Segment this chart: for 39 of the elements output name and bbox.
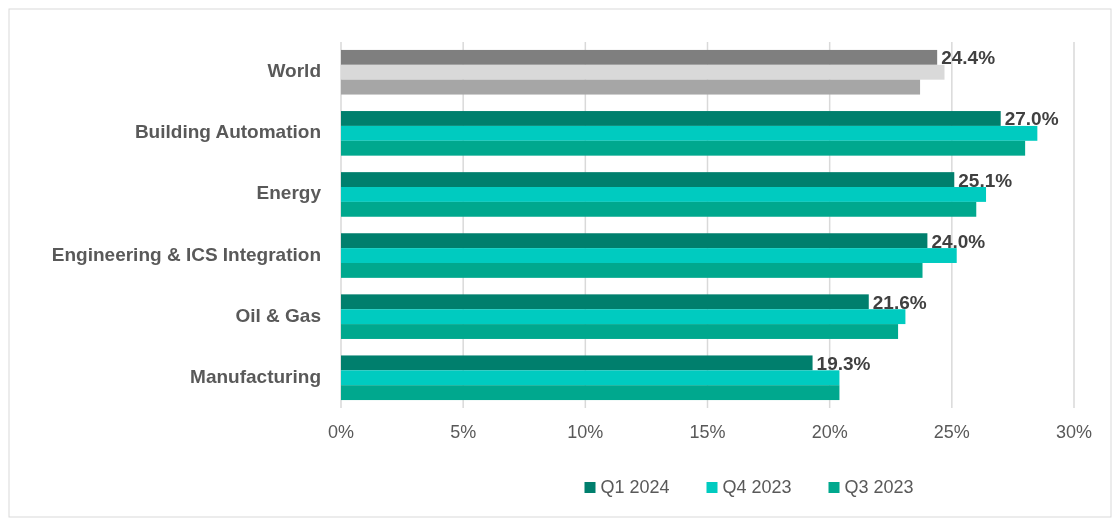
bar xyxy=(341,355,813,371)
data-label: 24.0% xyxy=(931,230,986,252)
legend-label: Q3 2023 xyxy=(844,476,914,497)
data-label: 24.4% xyxy=(941,47,996,69)
x-tick-label: 30% xyxy=(1055,422,1093,442)
x-tick-label: 25% xyxy=(933,422,970,442)
x-tick-label: 20% xyxy=(811,422,848,442)
bar xyxy=(341,201,977,217)
y-tick-label: Manufacturing xyxy=(190,365,321,387)
bar xyxy=(341,248,957,263)
y-tick-label: Engineering & ICS Integration xyxy=(51,243,321,265)
y-tick-label: World xyxy=(267,60,321,82)
data-label: 27.0% xyxy=(1004,108,1059,130)
bar xyxy=(341,262,923,278)
data-label: 19.3% xyxy=(816,352,871,374)
x-tick-label: 15% xyxy=(689,422,726,442)
bar xyxy=(341,294,869,310)
bar xyxy=(341,125,1038,141)
x-tick-label: 0% xyxy=(327,422,355,442)
bar xyxy=(341,49,938,65)
bar xyxy=(341,79,921,95)
y-tick-label: Energy xyxy=(256,182,322,204)
x-tick-label: 10% xyxy=(567,422,604,442)
bar xyxy=(341,140,1026,156)
y-tick-label: Oil & Gas xyxy=(235,304,321,326)
y-tick-label: Building Automation xyxy=(134,121,321,143)
bar xyxy=(341,233,928,249)
legend-label: Q4 2023 xyxy=(722,476,792,497)
bar xyxy=(341,172,955,188)
x-tick-label: 5% xyxy=(450,422,477,442)
legend-label: Q1 2024 xyxy=(600,476,670,497)
data-label: 25.1% xyxy=(958,169,1013,191)
bar xyxy=(341,111,1001,126)
bar xyxy=(341,324,899,339)
bar xyxy=(341,187,987,202)
bar xyxy=(341,370,840,386)
bar xyxy=(341,309,906,325)
bar xyxy=(341,385,840,401)
data-label: 21.6% xyxy=(872,291,927,313)
